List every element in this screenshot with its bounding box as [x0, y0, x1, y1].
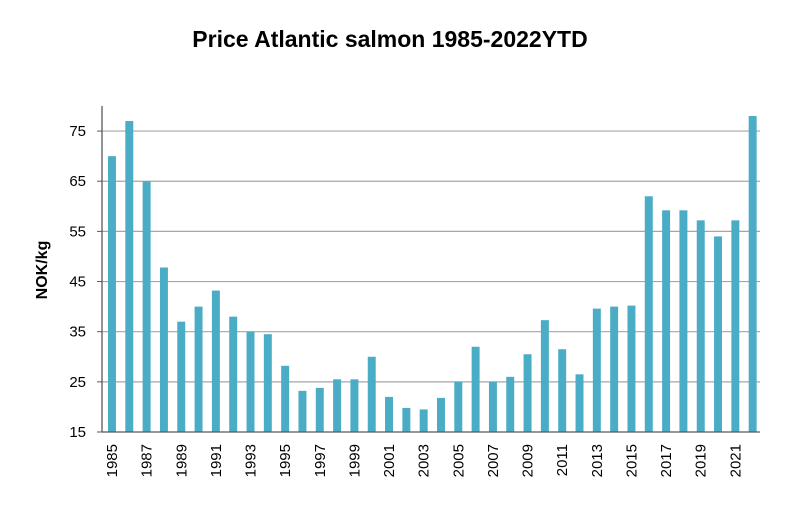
- bar-1988: [159, 267, 168, 432]
- x-tick-label: 2001: [381, 444, 398, 477]
- x-tick-label: 2005: [450, 444, 467, 477]
- bar-1998: [333, 379, 342, 432]
- bar-2020: [714, 236, 723, 432]
- bar-2008: [506, 376, 515, 432]
- bar-2012: [575, 374, 584, 432]
- bar-2016: [644, 196, 653, 432]
- x-tick-label: 1989: [173, 444, 190, 477]
- x-tick-label: 1999: [346, 444, 363, 477]
- x-tick-labels: 1985 1987 1989 1991 1993 1995 1997 1999 2001 2003…: [104, 444, 744, 477]
- y-tick-label: 55: [69, 223, 86, 240]
- x-tick-label: 1985: [104, 444, 121, 477]
- x-tick-label: 1993: [243, 444, 260, 477]
- y-tick-label: 35: [69, 324, 86, 341]
- bar-1989: [177, 321, 186, 432]
- bar-1996: [298, 390, 307, 432]
- bar-1992: [229, 316, 238, 432]
- bar-2004: [437, 397, 445, 432]
- bar-2003: [419, 409, 428, 432]
- x-tick-label: 2007: [485, 444, 502, 477]
- x-tick-label: 2013: [589, 444, 606, 477]
- bar-2009: [523, 354, 532, 432]
- axes: [97, 106, 760, 433]
- bar-1999: [350, 379, 359, 432]
- bar-2006: [471, 346, 480, 432]
- y-tick-label: 15: [69, 424, 86, 441]
- bar-1993: [246, 331, 255, 432]
- bar-2019: [696, 220, 705, 432]
- bar-2011: [558, 349, 567, 432]
- bar-2010: [540, 320, 549, 432]
- bar-2018: [679, 210, 688, 432]
- bar-1991: [211, 290, 220, 432]
- bar-1985: [108, 156, 116, 432]
- bar-1987: [142, 181, 151, 432]
- bar-2014: [610, 306, 619, 432]
- y-tick-label: 45: [69, 274, 86, 291]
- x-tick-label: 1987: [139, 444, 156, 477]
- chart-title: Price Atlantic salmon 1985-2022YTD: [192, 26, 588, 52]
- bar-2005: [454, 381, 463, 432]
- bars: [108, 116, 757, 433]
- y-axis-title: NOK/kg: [34, 241, 51, 300]
- x-tick-label: 2015: [623, 444, 640, 477]
- gridlines: [102, 130, 760, 383]
- x-tick-label: 2021: [727, 444, 744, 477]
- y-tick-label: 25: [69, 374, 86, 391]
- bar-2002: [402, 407, 411, 432]
- bar-2015: [627, 305, 636, 432]
- bar-1990: [194, 306, 203, 432]
- bar-2021: [731, 220, 740, 432]
- bar-2000: [367, 356, 376, 432]
- x-tick-label: 2017: [658, 444, 675, 477]
- bar-1995: [281, 365, 290, 432]
- bar-2022: [748, 116, 757, 432]
- bar-1986: [125, 121, 134, 433]
- x-tick-label: 1997: [312, 444, 329, 477]
- bar-1997: [315, 387, 324, 432]
- y-tick-labels: 15 25 35 45 55 65 75: [69, 123, 86, 441]
- x-tick-label: 2003: [416, 444, 433, 477]
- x-tick-label: 1995: [277, 444, 294, 477]
- bar-2013: [592, 308, 601, 432]
- bar-1994: [263, 334, 272, 432]
- x-tick-label: 1991: [208, 444, 225, 477]
- y-tick-label: 65: [69, 173, 86, 190]
- x-tick-label: 2009: [520, 444, 537, 477]
- x-tick-label: 2011: [554, 444, 571, 476]
- bar-2017: [662, 210, 671, 432]
- bar-2007: [488, 381, 497, 432]
- bar-2001: [385, 396, 394, 432]
- x-tick-label: 2019: [693, 444, 710, 477]
- y-tick-label: 75: [69, 123, 86, 140]
